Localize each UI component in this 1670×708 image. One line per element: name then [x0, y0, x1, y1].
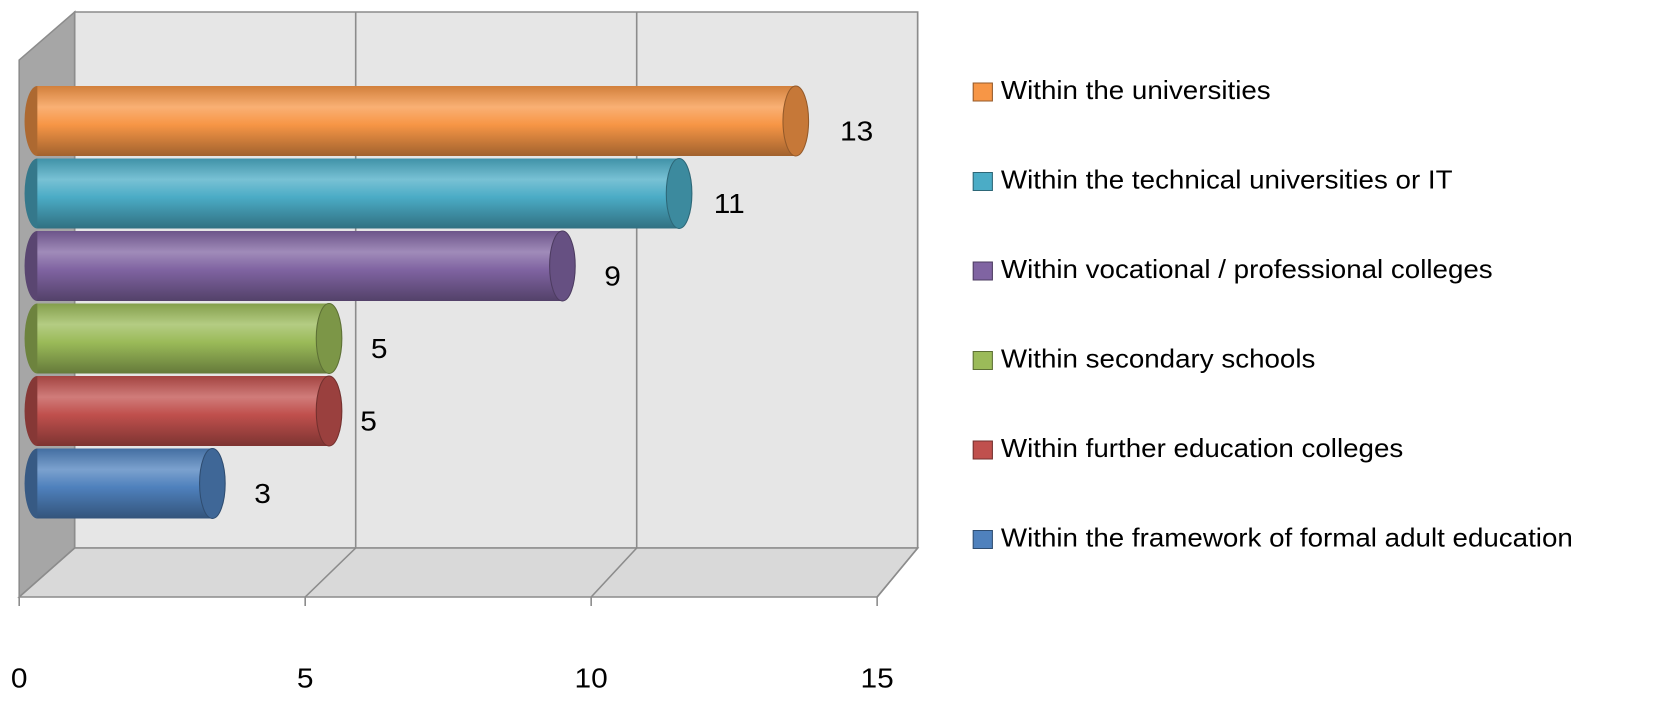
legend-label: Within the framework of formal adult edu… — [1001, 523, 1573, 552]
legend-label: Within further education colleges — [1001, 434, 1403, 463]
bar-cap — [782, 85, 810, 157]
grid-line — [876, 547, 919, 598]
data-label: 3 — [254, 479, 271, 510]
legend-swatch — [972, 82, 993, 102]
bar — [37, 303, 330, 374]
bar — [37, 376, 330, 446]
data-label: 9 — [604, 261, 621, 292]
grid-line — [590, 547, 638, 598]
data-label: 11 — [714, 189, 745, 220]
bar-cap — [315, 375, 343, 447]
bar — [37, 231, 563, 301]
bar-cap — [549, 230, 576, 302]
legend-swatch — [972, 172, 993, 191]
data-label: 5 — [371, 334, 388, 365]
legend-label: Within the universities — [1001, 76, 1271, 105]
legend-swatch — [972, 530, 993, 549]
legend-label: Within secondary schools — [1001, 344, 1315, 373]
data-label: 13 — [840, 116, 873, 147]
bar — [37, 448, 213, 519]
bar-cap — [199, 448, 226, 519]
grid-line — [18, 547, 76, 598]
x-tick-label: 15 — [861, 663, 894, 694]
legend-label: Within vocational / professional college… — [1001, 255, 1493, 284]
data-label: 5 — [360, 406, 377, 437]
bar-cap — [665, 158, 693, 229]
x-tick-label: 5 — [297, 663, 314, 694]
grid-line — [304, 547, 357, 598]
bar-cap — [315, 303, 343, 374]
floor — [17, 547, 920, 598]
legend-label: Within the technical universities or IT — [1001, 165, 1453, 194]
bar — [37, 158, 680, 229]
x-tick-label: 10 — [575, 663, 608, 694]
legend-swatch — [972, 261, 993, 281]
bar — [37, 86, 796, 156]
legend-swatch — [972, 440, 993, 460]
x-tick-label: 0 — [11, 663, 28, 694]
legend-swatch — [972, 351, 993, 370]
